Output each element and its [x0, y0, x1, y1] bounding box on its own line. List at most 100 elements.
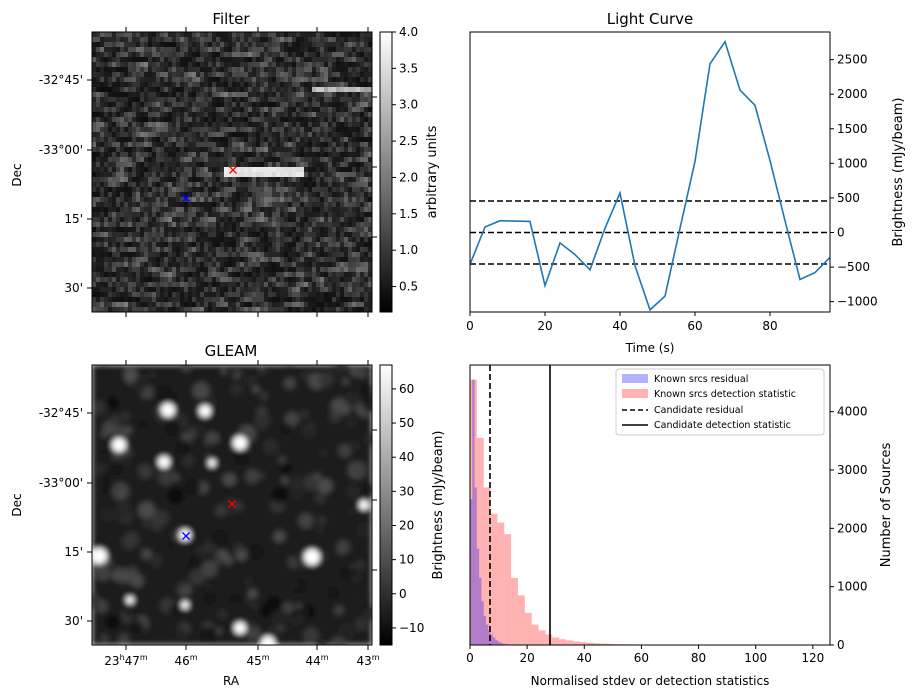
filter-pixel [368, 57, 372, 63]
filter-pixel [272, 142, 277, 148]
filter-pixel [228, 292, 233, 298]
filter-pixel [180, 92, 185, 98]
filter-pixel [280, 97, 285, 103]
filter-pixel [368, 107, 372, 113]
filter-pixel [176, 72, 181, 78]
gleam-noise-blob [317, 478, 333, 494]
filter-pixel [284, 32, 289, 38]
filter-pixel [320, 262, 325, 268]
filter-pixel [236, 227, 241, 233]
filter-pixel [308, 52, 313, 58]
filter-pixel [324, 257, 329, 263]
filter-pixel [116, 47, 121, 53]
filter-pixel [140, 77, 145, 83]
filter-pixel [232, 162, 237, 168]
filter-pixel [340, 187, 345, 193]
filter-pixel [188, 257, 193, 263]
filter-pixel [108, 32, 113, 38]
filter-pixel [156, 262, 161, 268]
filter-pixel [116, 287, 121, 293]
filter-pixel [140, 192, 145, 198]
filter-pixel [184, 302, 189, 308]
filter-pixel [300, 142, 305, 148]
filter-pixel [264, 182, 269, 188]
filter-pixel [144, 167, 149, 173]
filter-pixel [228, 202, 233, 208]
filter-pixel [276, 292, 281, 298]
filter-pixel [176, 232, 181, 238]
filter-pixel [344, 212, 349, 218]
filter-pixel [252, 52, 257, 58]
filter-pixel [212, 267, 217, 273]
filter-pixel [112, 57, 117, 63]
filter-pixel [148, 217, 153, 223]
filter-pixel [304, 217, 309, 223]
filter-pixel [308, 137, 313, 143]
filter-pixel [304, 132, 309, 138]
filter-pixel [264, 222, 269, 228]
filter-pixel [336, 222, 341, 228]
histogram-x-tick-label: 40 [577, 651, 592, 665]
filter-pixel [328, 197, 333, 203]
filter-pixel [104, 107, 109, 113]
filter-pixel [212, 262, 217, 268]
filter-pixel [156, 137, 161, 143]
filter-pixel [148, 62, 153, 68]
filter-pixel [344, 142, 349, 148]
filter-pixel [364, 117, 369, 123]
filter-pixel [192, 162, 197, 168]
gleam-noise-blob [121, 533, 138, 550]
filter-pixel [144, 67, 149, 73]
filter-pixel [188, 232, 193, 238]
filter-pixel [132, 142, 137, 148]
filter-pixel [316, 302, 321, 308]
filter-pixel [148, 167, 153, 173]
filter-pixel [104, 82, 109, 88]
filter-pixel [100, 52, 105, 58]
filter-pixel [260, 272, 265, 278]
filter-pixel [224, 237, 229, 243]
filter-pixel [320, 297, 325, 303]
filter-pixel [204, 97, 209, 103]
filter-pixel [252, 172, 257, 178]
filter-pixel [92, 47, 97, 53]
filter-pixel [312, 207, 317, 213]
filter-pixel [180, 257, 185, 263]
filter-pixel [356, 272, 361, 278]
filter-pixel [296, 92, 301, 98]
filter-pixel [220, 142, 225, 148]
filter-pixel [160, 127, 165, 133]
filter-pixel [316, 257, 321, 263]
filter-pixel [212, 282, 217, 288]
filter-pixel [296, 292, 301, 298]
filter-pixel [92, 162, 97, 168]
filter-pixel [104, 277, 109, 283]
filter-pixel [296, 232, 301, 238]
filter-pixel [112, 262, 117, 268]
filter-pixel [188, 52, 193, 58]
gleam-noise-blob [111, 450, 122, 461]
filter-pixel [188, 222, 193, 228]
filter-pixel [312, 237, 317, 243]
filter-pixel [168, 112, 173, 118]
filter-pixel [208, 87, 213, 93]
filter-pixel [188, 237, 193, 243]
filter-pixel [336, 62, 341, 68]
filter-pixel [288, 242, 293, 248]
filter-pixel [232, 202, 237, 208]
filter-pixel [164, 97, 169, 103]
filter-pixel [308, 47, 313, 53]
filter-pixel [196, 302, 201, 308]
filter-pixel [312, 172, 317, 178]
filter-pixel [172, 167, 177, 173]
filter-pixel [248, 112, 253, 118]
filter-pixel [92, 132, 97, 138]
filter-pixel [116, 192, 121, 198]
filter-pixel [248, 232, 253, 238]
filter-pixel [288, 87, 293, 93]
filter-pixel [328, 92, 333, 98]
filter-pixel [160, 42, 165, 48]
filter-pixel [224, 277, 229, 283]
filter-pixel [120, 147, 125, 153]
filter-pixel [268, 222, 273, 228]
